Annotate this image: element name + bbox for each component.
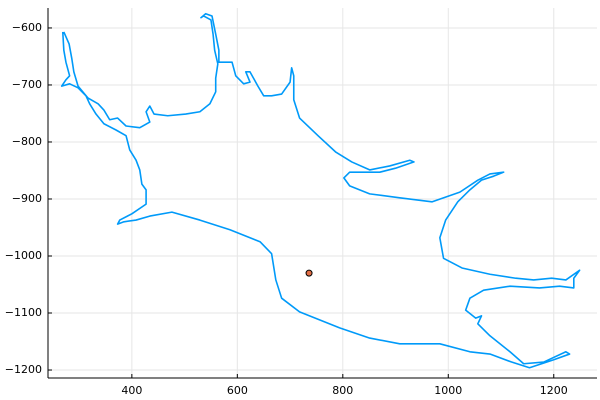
y-tick-label: −1000 — [5, 249, 42, 262]
y-tick-label: −700 — [12, 78, 42, 91]
y-tick-label: −1100 — [5, 306, 42, 319]
x-tick-label: 400 — [121, 384, 142, 397]
point — [305, 269, 313, 277]
y-tick-label: −800 — [12, 135, 42, 148]
y-tick-label: −1200 — [5, 363, 42, 376]
x-tick-label: 1000 — [434, 384, 462, 397]
y-tick-label: −900 — [12, 192, 42, 205]
y-tick-label: −600 — [12, 21, 42, 34]
x-tick-label: 1200 — [540, 384, 568, 397]
line — [60, 12, 581, 369]
x-tick-label: 800 — [332, 384, 353, 397]
x-tick-label: 600 — [227, 384, 248, 397]
